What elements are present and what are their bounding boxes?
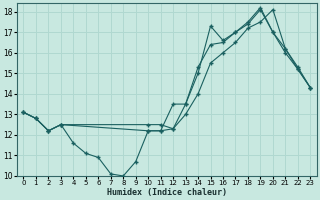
X-axis label: Humidex (Indice chaleur): Humidex (Indice chaleur) — [107, 188, 227, 197]
